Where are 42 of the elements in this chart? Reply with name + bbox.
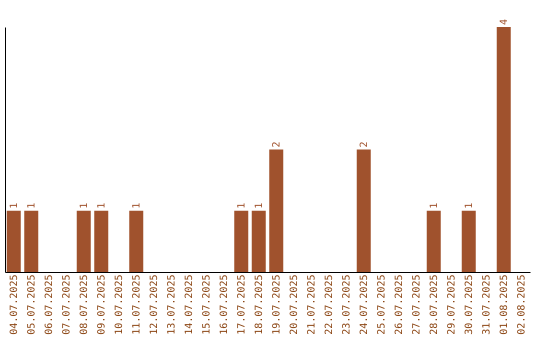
x-tick-label: 24.07.2025 <box>358 274 370 335</box>
x-tick-label: 15.07.2025 <box>201 274 212 335</box>
x-tick-label: 28.07.2025 <box>428 274 440 335</box>
x-tick-label: 13.07.2025 <box>166 274 178 335</box>
x-tick-label: 04.07.2025 <box>8 274 20 335</box>
data-label: 1 <box>428 202 440 209</box>
x-tick-label: 19.07.2025 <box>271 274 282 335</box>
x-tick-label: 14.07.2025 <box>184 274 195 335</box>
x-tick-label: 02.08.2025 <box>516 274 528 335</box>
data-label: 2 <box>271 141 282 148</box>
x-tick-label: 16.07.2025 <box>218 274 230 335</box>
x-tick-label: 07.07.2025 <box>61 274 72 335</box>
x-tick-label: 22.07.2025 <box>324 274 335 335</box>
data-label: 4 <box>498 18 510 25</box>
data-label: 1 <box>236 202 248 209</box>
x-tick-label: 05.07.2025 <box>26 274 38 335</box>
data-label: 1 <box>8 202 20 209</box>
x-tick-label: 12.07.2025 <box>148 274 160 335</box>
x-tick-label: 10.07.2025 <box>114 274 125 335</box>
x-tick-label: 29.07.2025 <box>446 274 458 335</box>
x-tick-label: 26.07.2025 <box>394 274 405 335</box>
x-tick-label: 20.07.2025 <box>288 274 300 335</box>
x-tick-label: 01.08.2025 <box>498 274 510 335</box>
data-label: 1 <box>464 202 475 209</box>
x-tick-label: 11.07.2025 <box>131 274 142 335</box>
x-tick-label: 18.07.2025 <box>254 274 265 335</box>
x-tick-label: 27.07.2025 <box>411 274 422 335</box>
data-label: 1 <box>254 202 265 209</box>
x-tick-label: 08.07.2025 <box>78 274 90 335</box>
data-label: 1 <box>96 202 108 209</box>
data-label: 1 <box>131 202 142 209</box>
x-tick-label: 31.07.2025 <box>481 274 492 335</box>
x-tick-label: 21.07.2025 <box>306 274 318 335</box>
x-tick-label: 25.07.2025 <box>376 274 388 335</box>
data-label: 1 <box>26 202 38 209</box>
x-tick-label: 23.07.2025 <box>341 274 352 335</box>
x-tick-label: 09.07.2025 <box>96 274 108 335</box>
data-label: 1 <box>78 202 90 209</box>
data-label: 2 <box>358 141 370 148</box>
x-tick-label: 17.07.2025 <box>236 274 248 335</box>
x-tick-label: 30.07.2025 <box>464 274 475 335</box>
x-tick-label: 06.07.2025 <box>44 274 55 335</box>
